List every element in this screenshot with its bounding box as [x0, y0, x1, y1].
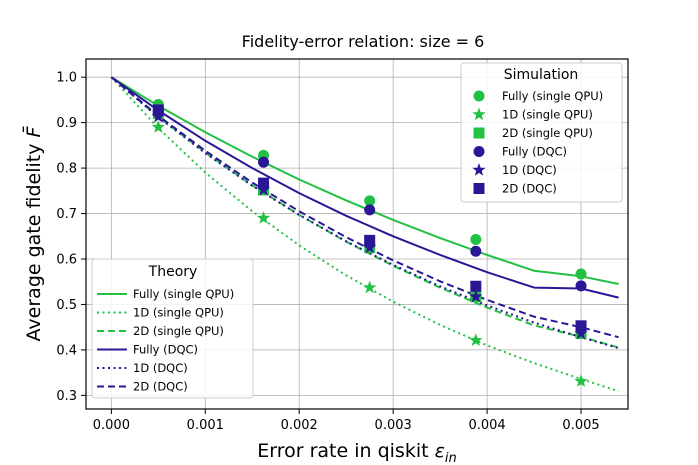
y-axis-label-text: Average gate fidelity [23, 144, 45, 342]
simulation-point [574, 326, 588, 340]
simulation-point [364, 195, 376, 207]
chart-title: Fidelity-error relation: size = 6 [242, 32, 485, 51]
legend-marker [473, 183, 485, 194]
simulation-point [470, 233, 482, 245]
legend-frame [91, 258, 254, 399]
simulation-point [575, 268, 587, 280]
y-tick-label: 0.7 [56, 207, 77, 222]
y-axis-label: Average gate fidelity F̄ [21, 125, 45, 341]
x-tick-label: 0.002 [281, 418, 318, 433]
legend-frame [460, 62, 623, 203]
y-tick-label: 0.3 [56, 389, 77, 404]
simulation-point [470, 280, 482, 292]
simulation-legend-label: 2D (single QPU) [502, 126, 593, 140]
theory-legend-label: Fully (single QPU) [133, 287, 234, 301]
simulation-point [364, 234, 376, 246]
theory-line [110, 76, 619, 350]
simulation-point [470, 245, 482, 257]
legend-marker [472, 163, 486, 176]
simulation-markers [151, 98, 588, 387]
legend-marker [472, 107, 486, 121]
simulation-point [256, 211, 271, 224]
theory-legend-title: Theory [148, 264, 198, 280]
x-tick-label: 0.000 [93, 418, 130, 433]
simulation-point [151, 120, 165, 133]
simulation-point [575, 280, 587, 292]
x-axis-label: Error rate in qiskit εin [257, 440, 457, 465]
theory-line [110, 76, 619, 299]
legend-marker [473, 90, 485, 102]
simulation-legend-label: 2D (DQC) [502, 182, 557, 196]
y-tick-label: 0.4 [56, 343, 77, 358]
x-tick-label: 0.004 [468, 418, 505, 433]
simulation-point [151, 109, 165, 123]
simulation-point [574, 374, 588, 387]
simulation-legend-title: Simulation [504, 67, 579, 83]
simulation-legend-label: 1D (single QPU) [502, 108, 593, 122]
x-tick-label: 0.005 [562, 418, 599, 433]
y-tick-label: 1.0 [56, 71, 77, 86]
legend-marker [473, 146, 485, 157]
simulation-point [256, 182, 271, 196]
axis-ticks: 0.000 0.001 0.002 0.003 0.004 0.005 0.3 0.4 0.5 0… [56, 71, 599, 433]
theory-legend-label: Fully (DQC) [133, 343, 198, 357]
y-axis-symbol: F̄ [21, 125, 45, 137]
y-tick-label: 0.9 [56, 116, 77, 131]
simulation-legend-label: 1D (DQC) [502, 163, 557, 177]
theory-legend-label: 2D (single QPU) [133, 324, 224, 338]
simulation-point [469, 333, 483, 346]
simulation-legend-label: Fully (single QPU) [502, 89, 603, 103]
theory-line [110, 76, 619, 393]
x-tick-label: 0.001 [187, 418, 224, 433]
x-axis-label-text: Error rate in qiskit [257, 440, 428, 462]
x-tick-label: 0.003 [375, 418, 412, 433]
simulation-point [258, 177, 270, 189]
simulation-point [258, 156, 270, 168]
theory-legend-label: 1D (DQC) [133, 361, 188, 375]
simulation-point [364, 204, 376, 216]
simulation-point [363, 240, 377, 254]
simulation-point [575, 320, 587, 332]
legend-marker [473, 127, 485, 139]
simulation-legend-label: Fully (DQC) [502, 145, 567, 159]
x-axis-subscript: in [445, 451, 457, 465]
theory-legend-label: 1D (single QPU) [133, 306, 224, 320]
plot-frame [85, 58, 629, 410]
simulation-point [363, 280, 377, 294]
theory-legend: Theory Fully (single QPU) 1D (single QPU) 2… [91, 258, 254, 399]
x-axis-symbol: ε [435, 440, 445, 462]
y-tick-label: 0.8 [56, 162, 77, 177]
y-tick-label: 0.6 [56, 253, 77, 268]
simulation-legend: Simulation Fully (single QPU) 1D (single Q… [460, 62, 623, 203]
theory-legend-label: 2D (DQC) [133, 380, 188, 394]
simulation-point [152, 104, 164, 116]
simulation-point [469, 289, 483, 303]
y-tick-label: 0.5 [56, 298, 77, 313]
